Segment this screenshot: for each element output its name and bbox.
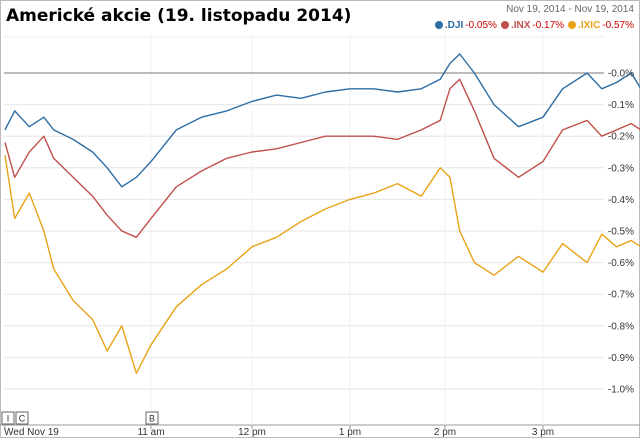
legend-change-value: -0.17% xyxy=(532,20,565,31)
series-line-inx xyxy=(4,78,640,239)
y-tick-label: -0.2% xyxy=(608,132,634,143)
legend-item-ixic[interactable]: .IXIC -0.57% xyxy=(568,20,634,31)
date-range: Nov 19, 2014 - Nov 19, 2014 xyxy=(506,4,634,15)
legend-change-value: -0.05% xyxy=(465,20,497,31)
y-tick-label: -0.8% xyxy=(608,321,634,332)
series-line-dji xyxy=(4,53,640,188)
legend-dot-icon xyxy=(568,21,577,29)
y-tick-label: -0.7% xyxy=(608,290,634,301)
series-layer xyxy=(4,53,640,374)
event-marker-box xyxy=(1,411,15,425)
chart-title: Americké akcie (19. listopadu 2014) xyxy=(6,6,352,26)
y-tick-label: -0.5% xyxy=(608,227,634,238)
legend-item-inx[interactable]: .INX -0.17% xyxy=(500,20,565,31)
y-tick-label: -0.9% xyxy=(608,353,634,364)
y-tick-label: -0.0% xyxy=(608,69,634,80)
y-tick-label: -0.4% xyxy=(608,195,634,206)
x-gridlines xyxy=(150,34,544,425)
y-tick-label: -0.3% xyxy=(608,163,634,174)
event-marker-label: C xyxy=(19,414,26,424)
legend-series-name: .INX xyxy=(510,20,531,31)
legend-item-dji[interactable]: .DJI -0.05% xyxy=(434,20,497,31)
y-tick-label: -0.6% xyxy=(608,258,634,269)
x-tick-label: 11 am xyxy=(137,427,164,438)
event-marker-c[interactable]: C xyxy=(15,411,29,425)
event-marker-label: B xyxy=(149,414,155,424)
x-tick-label: Wed Nov 19 xyxy=(4,427,59,438)
legend-dot-icon xyxy=(434,21,443,29)
y-tick-label: -1.0% xyxy=(608,385,634,396)
legend-series-name: .DJI xyxy=(444,20,464,31)
legend-change-value: -0.57% xyxy=(602,20,634,31)
x-tick-labels: Wed Nov 19 11 am 12 pm 1 pm 2 pm 3 pm xyxy=(4,425,554,438)
series-line-ixic xyxy=(4,155,640,374)
legend-series-name: .IXIC xyxy=(578,20,601,31)
event-marker-i[interactable]: I xyxy=(1,411,15,425)
legend: .DJI -0.05% .INX -0.17% .IXIC -0.57% xyxy=(431,20,634,31)
x-tick-label: 2 pm xyxy=(434,427,456,438)
y-tick-label: -0.1% xyxy=(608,100,634,111)
event-marker-box xyxy=(145,411,159,425)
x-tick-label: 3 pm xyxy=(532,427,554,438)
x-tick-label: 1 pm xyxy=(339,427,361,438)
event-marker-b[interactable]: B xyxy=(145,411,159,425)
x-tick-label: 12 pm xyxy=(238,427,266,438)
legend-dot-icon xyxy=(500,21,509,29)
y-tick-labels: -0.0% -0.1% -0.2% -0.3% -0.4% -0.5% -0.6% -0.7%… xyxy=(608,69,634,396)
event-marker-box xyxy=(15,411,29,425)
event-marker-label: I xyxy=(7,414,10,424)
